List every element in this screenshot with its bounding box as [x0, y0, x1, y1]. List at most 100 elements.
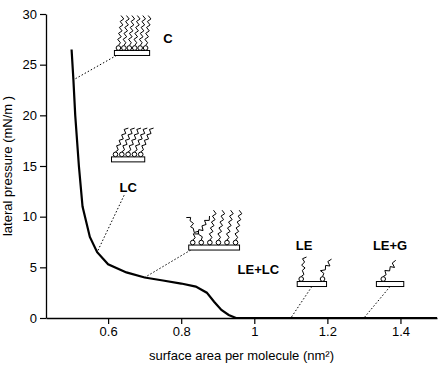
- phase-label: LE: [296, 238, 313, 253]
- tail: [145, 16, 151, 46]
- tick-mark: [327, 318, 328, 324]
- head: [199, 240, 204, 245]
- tick: 0.6: [100, 318, 118, 339]
- head: [233, 240, 238, 245]
- head: [120, 152, 125, 157]
- leader-line: [97, 195, 124, 252]
- tick-mark: [40, 217, 46, 218]
- tail: [123, 16, 129, 46]
- tick-mark: [40, 115, 46, 116]
- tick: 0: [30, 311, 46, 326]
- x-axis: 0.6 0.8 1 1.2 1.4: [47, 318, 438, 339]
- phase-label: LE+LC: [238, 262, 280, 277]
- tick: 1.4: [392, 318, 410, 339]
- substrate: [376, 282, 403, 287]
- tick-mark: [181, 318, 182, 324]
- tick-mark: [40, 267, 46, 268]
- phase-cartoon: [97, 128, 153, 252]
- tick: 0.8: [173, 318, 191, 339]
- head: [225, 240, 230, 245]
- head: [138, 152, 143, 157]
- tick-label: 30: [23, 7, 37, 22]
- substrate: [189, 245, 240, 250]
- annotations: C LC LE+LC LE LE+G: [119, 31, 407, 277]
- head: [116, 46, 121, 51]
- head: [127, 46, 132, 51]
- head: [143, 46, 148, 51]
- tick-mark: [108, 318, 109, 324]
- tick: 15: [23, 159, 46, 174]
- tick-label: 10: [23, 209, 37, 224]
- substrate: [297, 282, 326, 287]
- tick-mark: [40, 65, 46, 66]
- tick: 1.2: [319, 318, 337, 339]
- head: [138, 46, 143, 51]
- tick-mark: [254, 318, 255, 324]
- axis-line: [47, 318, 438, 319]
- tick: 25: [23, 57, 46, 72]
- tick-label: 1.2: [319, 324, 337, 339]
- tick-label: 15: [23, 159, 37, 174]
- tail: [134, 16, 140, 46]
- head: [216, 240, 221, 245]
- chart: 0.6 0.8 1 1.2 1.4 0 5 10 15 20 25 30 surface area pe…: [0, 0, 447, 372]
- head: [381, 277, 386, 282]
- tick: 10: [23, 209, 46, 224]
- tick-label: 1: [251, 324, 258, 339]
- phase-cartoon: [73, 16, 151, 80]
- tick-mark: [40, 166, 46, 167]
- leader-line: [364, 287, 390, 318]
- phase-label: LC: [119, 180, 137, 195]
- tick: 1: [251, 318, 258, 339]
- tick-label: 0.6: [100, 324, 118, 339]
- tick-label: 5: [30, 260, 37, 275]
- insets: [73, 16, 403, 318]
- tick-label: 0: [30, 311, 37, 326]
- head: [126, 152, 131, 157]
- phase-cartoon: [364, 260, 404, 318]
- tail: [226, 210, 233, 240]
- head: [132, 46, 137, 51]
- y-axis-title: lateral pressure (mN/m ): [0, 96, 15, 236]
- tick-label: 0.8: [173, 324, 191, 339]
- leader-line: [145, 250, 191, 277]
- phase-label: C: [163, 31, 173, 46]
- head: [132, 152, 137, 157]
- tick-mark: [400, 318, 401, 324]
- tick-label: 20: [23, 108, 37, 123]
- phase-label: LE+G: [373, 238, 407, 253]
- head: [299, 277, 304, 282]
- tail: [186, 217, 202, 240]
- tail: [209, 210, 216, 240]
- tail: [301, 257, 306, 276]
- tick: 20: [23, 108, 46, 123]
- phase-cartoon: [145, 210, 242, 277]
- tail: [235, 210, 242, 240]
- tail: [118, 16, 124, 46]
- marks: [72, 49, 437, 318]
- substrate: [114, 50, 149, 55]
- phase-cartoon: [291, 257, 332, 318]
- substrate: [111, 157, 144, 162]
- x-axis-title: surface area per molecule (nm²): [149, 348, 334, 363]
- axis-line: [46, 15, 47, 319]
- tick-mark: [40, 14, 46, 15]
- leader-line: [291, 287, 312, 318]
- tail: [218, 210, 225, 240]
- tail: [139, 16, 145, 46]
- tail: [141, 128, 154, 152]
- tail: [320, 259, 331, 276]
- head: [208, 240, 213, 245]
- head: [190, 240, 195, 245]
- tick: 30: [23, 7, 46, 22]
- y-axis: 0 5 10 15 20 25 30: [23, 7, 47, 326]
- tick-label: 25: [23, 57, 37, 72]
- head: [113, 152, 118, 157]
- plot: 0.6 0.8 1 1.2 1.4 0 5 10 15 20 25 30 surface area pe…: [0, 7, 438, 363]
- tick-label: 1.4: [392, 324, 410, 339]
- head: [320, 277, 325, 282]
- tail: [383, 260, 395, 276]
- leader-line: [73, 55, 116, 79]
- isotherm-line: [72, 49, 437, 318]
- tick: 5: [30, 260, 46, 275]
